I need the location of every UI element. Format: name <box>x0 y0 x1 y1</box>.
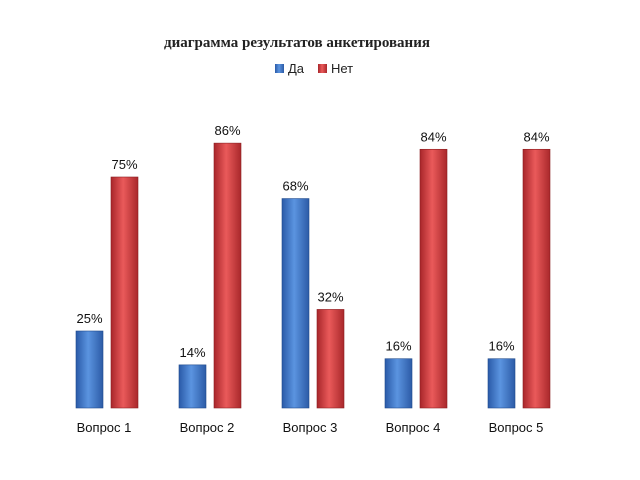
legend-swatch-series-0 <box>275 64 284 73</box>
chart-title: диаграмма результатов анкетирования <box>164 35 430 51</box>
value-label-series-0-cat-2: 68% <box>282 179 308 194</box>
category-label-1: Вопрос 2 <box>180 420 235 435</box>
category-label-2: Вопрос 3 <box>283 420 338 435</box>
value-label-series-1-cat-4: 84% <box>523 129 549 144</box>
legend-label-series-1: Нет <box>331 61 353 76</box>
bar-series-0-cat-2 <box>281 198 310 409</box>
bar-series-0-cat-0 <box>75 330 104 409</box>
bar-series-1-cat-2 <box>316 309 345 409</box>
bar-series-0-cat-1 <box>178 364 207 409</box>
value-label-series-1-cat-3: 84% <box>420 129 446 144</box>
bar-series-1-cat-0 <box>110 176 139 409</box>
category-label-4: Вопрос 5 <box>489 420 544 435</box>
value-label-series-1-cat-0: 75% <box>111 157 137 172</box>
legend-label-series-0: Да <box>288 61 305 76</box>
bar-series-1-cat-1 <box>213 142 242 409</box>
bar-series-0-cat-4 <box>487 358 516 409</box>
bar-series-0-cat-3 <box>384 358 413 409</box>
legend-swatch-series-1 <box>318 64 327 73</box>
value-label-series-1-cat-1: 86% <box>214 123 240 138</box>
value-label-series-1-cat-2: 32% <box>317 289 343 304</box>
bar-series-1-cat-4 <box>522 148 551 409</box>
value-label-series-0-cat-0: 25% <box>76 311 102 326</box>
value-label-series-0-cat-3: 16% <box>385 339 411 354</box>
value-label-series-0-cat-4: 16% <box>488 339 514 354</box>
value-label-series-0-cat-1: 14% <box>179 345 205 360</box>
plot-area: 25% 75% Вопрос 1 14% 86% Вопрос 2 68% 32% Вопрос… <box>75 123 551 435</box>
legend: Да Нет <box>275 61 353 76</box>
category-label-0: Вопрос 1 <box>77 420 132 435</box>
category-label-3: Вопрос 4 <box>386 420 441 435</box>
bar-series-1-cat-3 <box>419 148 448 409</box>
